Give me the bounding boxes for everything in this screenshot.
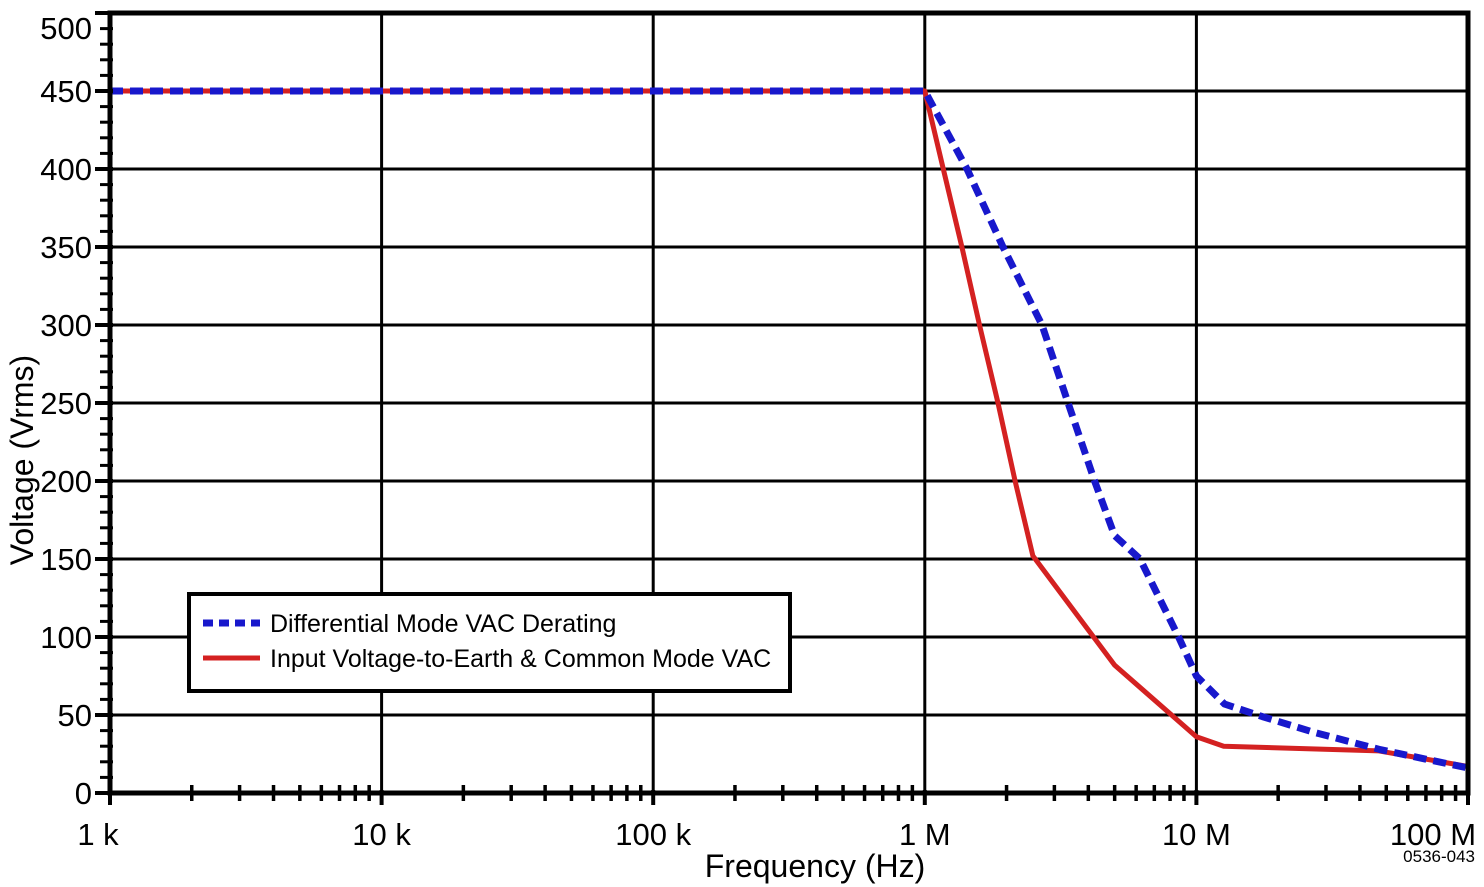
x-tick-label: 10 k [352,817,411,852]
legend-item-label: Differential Mode VAC Derating [270,610,616,638]
y-tick-label: 500 [40,11,92,46]
legend-box [187,592,792,693]
y-tick-label: 200 [40,464,92,499]
y-tick-label: 100 [40,620,92,655]
y-tick-label: 150 [40,542,92,577]
y-tick-label: 250 [40,386,92,421]
x-axis-title: Frequency (Hz) [705,848,926,884]
x-tick-label: 10 M [1162,817,1231,852]
y-tick-label: 0 [75,776,92,811]
series-line-differential-mode [110,87,1469,772]
y-tick-label: 450 [40,74,92,109]
x-tick-label: 1 M [899,817,951,852]
y-tick-label: 350 [40,230,92,265]
x-tick-label: 100 k [615,817,691,852]
series-line-common-mode [110,88,1469,769]
legend: Differential Mode VAC Derating Input Volt… [187,592,792,693]
y-tick-label: 50 [58,698,92,733]
figure-number: 0536-043 [1403,847,1475,866]
x-tick-label: 100 M [1390,817,1476,852]
y-tick-label: 300 [40,308,92,343]
axes-layer: 0 50 100 150 200 250 300 350 400 450 500 1 k 10 k 100… [40,10,1476,852]
series-layer [110,87,1469,772]
x-tick-label: 1 k [77,817,119,852]
y-axis-title: Voltage (Vrms) [4,355,40,565]
y-tick-label: 400 [40,152,92,187]
legend-item-label: Input Voltage-to-Earth & Common Mode VAC [270,645,771,673]
